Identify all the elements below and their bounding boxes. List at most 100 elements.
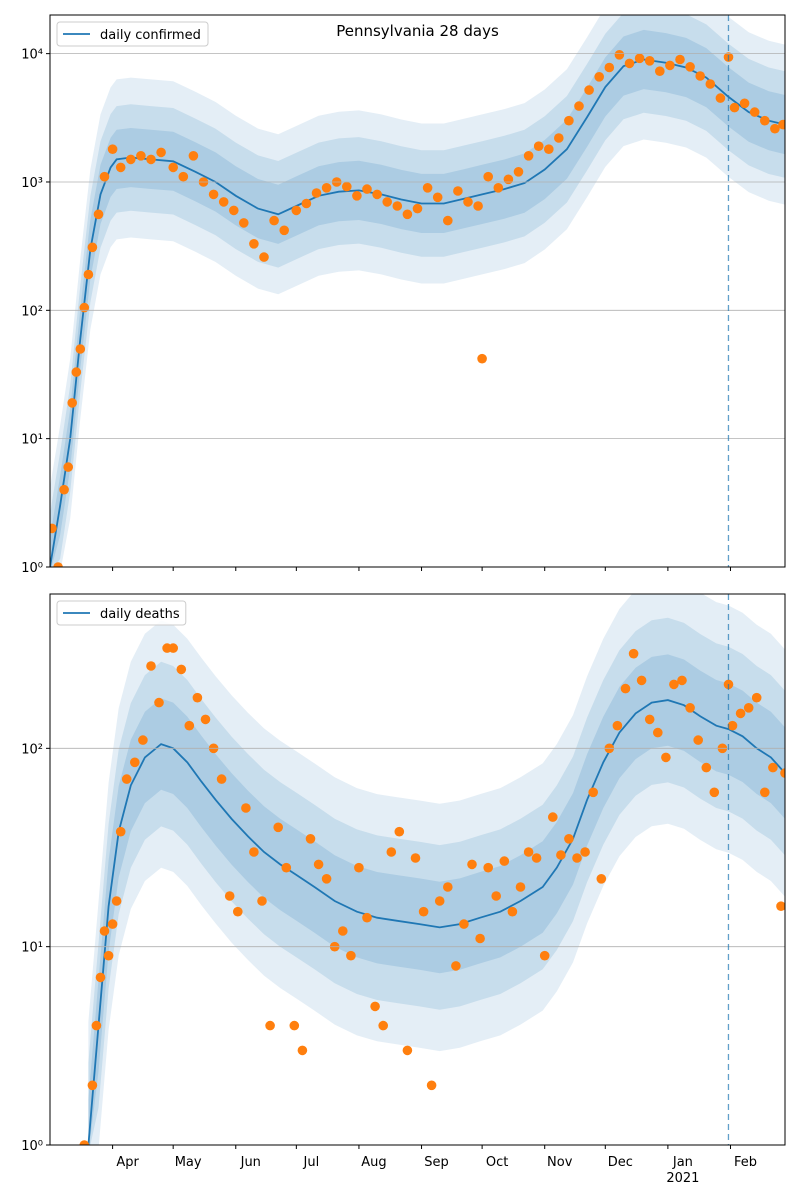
data-point	[588, 787, 598, 798]
data-point	[467, 859, 477, 870]
data-point	[451, 961, 461, 971]
data-point	[111, 896, 122, 906]
data-point	[75, 344, 86, 354]
data-point	[241, 803, 251, 813]
data-point	[533, 141, 544, 151]
data-point	[239, 218, 249, 228]
data-point	[79, 1140, 90, 1145]
data-point	[216, 774, 227, 784]
data-point	[477, 353, 487, 364]
data-point	[269, 215, 279, 226]
data-point	[338, 926, 348, 936]
data-point	[499, 856, 510, 866]
x-tick-label: Jan	[672, 1155, 693, 1170]
data-point	[715, 93, 726, 103]
data-point	[200, 714, 211, 725]
x-tick-label: Nov	[547, 1155, 573, 1170]
data-point	[422, 183, 433, 193]
chart-title: Pennsylvania 28 days	[336, 22, 499, 40]
data-point	[146, 661, 156, 671]
data-point	[218, 197, 229, 207]
data-point	[321, 874, 332, 884]
data-point	[67, 398, 77, 408]
data-point	[418, 906, 429, 917]
data-point	[677, 675, 687, 686]
data-point	[572, 853, 582, 863]
data-point	[53, 562, 63, 567]
x-tick-label: Oct	[486, 1155, 508, 1170]
data-point	[614, 50, 625, 60]
data-point	[382, 197, 393, 207]
data-point	[362, 912, 372, 923]
data-point	[99, 926, 110, 936]
data-point	[273, 822, 284, 833]
data-point	[780, 768, 785, 778]
data-point	[685, 62, 695, 72]
x-tick-label: Aug	[361, 1155, 386, 1170]
data-point	[709, 787, 720, 798]
y-tick-label: 10¹	[21, 433, 43, 448]
data-point	[628, 648, 639, 659]
data-point	[661, 752, 671, 763]
plot-frame	[49, 593, 786, 1146]
data-point	[493, 183, 504, 193]
data-point	[99, 171, 110, 182]
data-point	[675, 54, 685, 65]
data-point	[701, 762, 712, 773]
x-tick-label: Sep	[424, 1155, 449, 1170]
uncertainty-band	[50, 15, 785, 567]
data-point	[705, 79, 716, 89]
data-point	[594, 72, 604, 82]
data-point	[727, 720, 738, 731]
data-point	[729, 102, 740, 113]
data-point	[653, 727, 663, 738]
y-tick-label: 10⁴	[21, 48, 43, 63]
data-point	[115, 162, 126, 173]
data-point	[523, 847, 534, 857]
data-point	[168, 643, 178, 653]
data-point	[50, 523, 57, 534]
data-point	[620, 683, 631, 694]
x-tick-label: May	[175, 1155, 202, 1170]
data-point	[392, 201, 403, 211]
data-point	[554, 133, 564, 143]
data-point	[513, 167, 524, 177]
data-point	[115, 826, 126, 837]
data-point	[168, 162, 178, 173]
data-point	[410, 853, 421, 863]
data-point	[453, 186, 463, 196]
data-point	[346, 950, 356, 961]
data-point	[370, 1001, 380, 1012]
data-point	[249, 847, 259, 857]
data-point	[249, 239, 259, 249]
x-tick-label: Jun	[240, 1155, 261, 1170]
data-point	[669, 679, 679, 690]
data-point	[103, 950, 114, 961]
data-point	[176, 664, 187, 675]
data-point	[432, 192, 443, 203]
data-point	[685, 703, 695, 713]
data-point	[87, 242, 98, 253]
data-point	[71, 367, 82, 377]
data-point	[503, 174, 514, 185]
data-point	[257, 896, 267, 906]
x-tick-label: Jul	[303, 1155, 320, 1170]
data-point	[305, 834, 316, 844]
data-point	[770, 123, 780, 134]
data-point	[749, 107, 760, 117]
data-point	[297, 1045, 308, 1056]
x-tick-label: Dec	[608, 1155, 633, 1170]
data-point	[580, 847, 590, 857]
uncertainty-band	[50, 15, 785, 567]
data-point	[126, 154, 136, 165]
data-point	[59, 484, 69, 495]
data-point	[612, 720, 623, 731]
plot-frame	[49, 14, 786, 568]
data-point	[564, 115, 574, 126]
plot-area	[50, 15, 785, 567]
data-point	[156, 147, 166, 158]
data-point	[739, 98, 750, 109]
data-point	[443, 882, 453, 892]
data-point	[760, 787, 770, 798]
data-point	[394, 826, 405, 837]
